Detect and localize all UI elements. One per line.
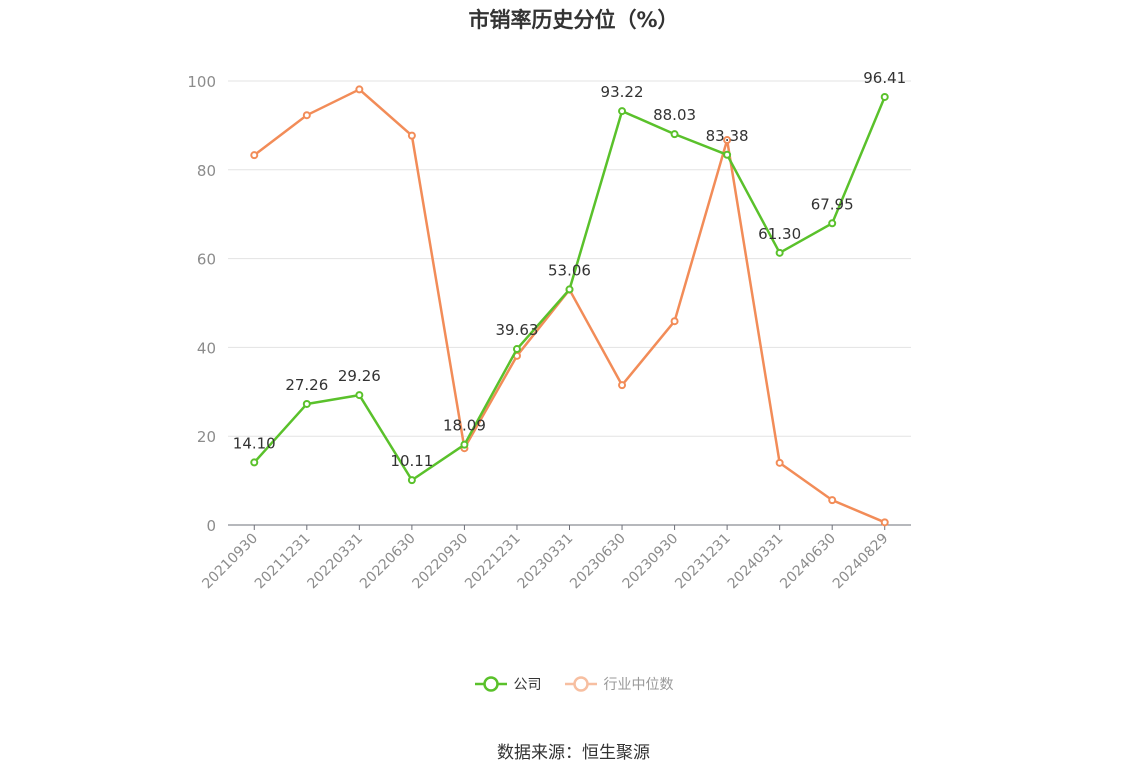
- company-data-label: 67.95: [811, 195, 854, 213]
- company-point: [250, 458, 259, 467]
- x-tick-label: 20210930: [199, 531, 261, 593]
- company-point: [512, 345, 521, 354]
- series-lines: [250, 85, 889, 527]
- company-point: [670, 130, 679, 139]
- legend-item-company[interactable]: 公司: [474, 674, 542, 694]
- x-tick-label: 20240630: [777, 531, 839, 593]
- company-point: [302, 399, 311, 408]
- company-point: [618, 107, 627, 116]
- company-data-label: 14.10: [233, 434, 276, 452]
- company-point: [828, 219, 837, 228]
- company-data-label: 96.41: [863, 69, 906, 87]
- grid-lines: [228, 80, 911, 437]
- industry-point: [618, 381, 627, 390]
- industry-point: [775, 458, 784, 467]
- y-tick-label: 40: [197, 339, 216, 357]
- legend-industry-label: 行业中位数: [603, 677, 674, 693]
- industry-point: [670, 317, 679, 326]
- industry-point: [302, 111, 311, 120]
- axes: 0204060801002021093020211231202203312022…: [187, 73, 911, 592]
- company-data-label: 18.09: [443, 417, 486, 435]
- industry-point: [407, 131, 416, 140]
- company-data-label: 88.03: [653, 106, 696, 124]
- industry-point: [828, 496, 837, 505]
- company-point: [460, 440, 469, 449]
- legend-company-icon: [474, 676, 507, 692]
- company-data-label: 27.26: [285, 376, 328, 394]
- x-tick-label: 20240829: [830, 531, 892, 593]
- y-tick-label: 100: [187, 73, 216, 91]
- company-point: [407, 476, 416, 485]
- x-tick-label: 20230331: [515, 531, 577, 593]
- x-tick-label: 20220930: [410, 531, 472, 593]
- company-data-label: 39.63: [495, 321, 538, 339]
- company-data-label: 83.38: [706, 127, 749, 145]
- legend: 公司 行业中位数: [0, 674, 1147, 694]
- company-point: [723, 150, 732, 159]
- company-point: [775, 248, 784, 257]
- y-tick-label: 0: [206, 517, 216, 535]
- chart-title: 市销率历史分位（%）: [468, 8, 679, 32]
- industry-series-line: [253, 88, 886, 524]
- x-tick-label: 20240331: [725, 531, 787, 593]
- data-labels: 14.10 27.26 29.26 10.11 18.09 39.63 53.06 93.22…: [233, 69, 906, 470]
- legend-industry-icon: [564, 676, 597, 692]
- company-point: [565, 285, 574, 294]
- x-tick-label: 20230630: [567, 531, 629, 593]
- x-tick-label: 20220630: [357, 531, 419, 593]
- x-tick-label: 20220331: [304, 531, 366, 593]
- y-tick-label: 60: [197, 251, 216, 269]
- legend-item-industry[interactable]: 行业中位数: [564, 674, 674, 694]
- y-tick-label: 20: [197, 428, 216, 446]
- x-tick-label: 20230930: [620, 531, 682, 593]
- y-tick-label: 80: [197, 162, 216, 180]
- legend-company-label: 公司: [513, 677, 542, 693]
- data-source: 数据来源：恒生聚源: [497, 743, 650, 763]
- industry-point: [355, 85, 364, 94]
- industry-point: [250, 151, 259, 160]
- company-point: [355, 391, 364, 400]
- x-tick-label: 20231231: [672, 531, 734, 593]
- company-data-label: 10.11: [390, 452, 433, 470]
- x-tick-label: 20221231: [462, 531, 524, 593]
- company-point: [880, 92, 889, 101]
- industry-point: [880, 518, 889, 527]
- company-data-label: 29.26: [338, 367, 381, 385]
- x-tick-label: 20211231: [252, 531, 314, 593]
- industry-point: [723, 136, 732, 145]
- company-data-label: 53.06: [548, 261, 591, 279]
- company-data-label: 61.30: [758, 225, 801, 243]
- company-data-label: 93.22: [601, 83, 644, 101]
